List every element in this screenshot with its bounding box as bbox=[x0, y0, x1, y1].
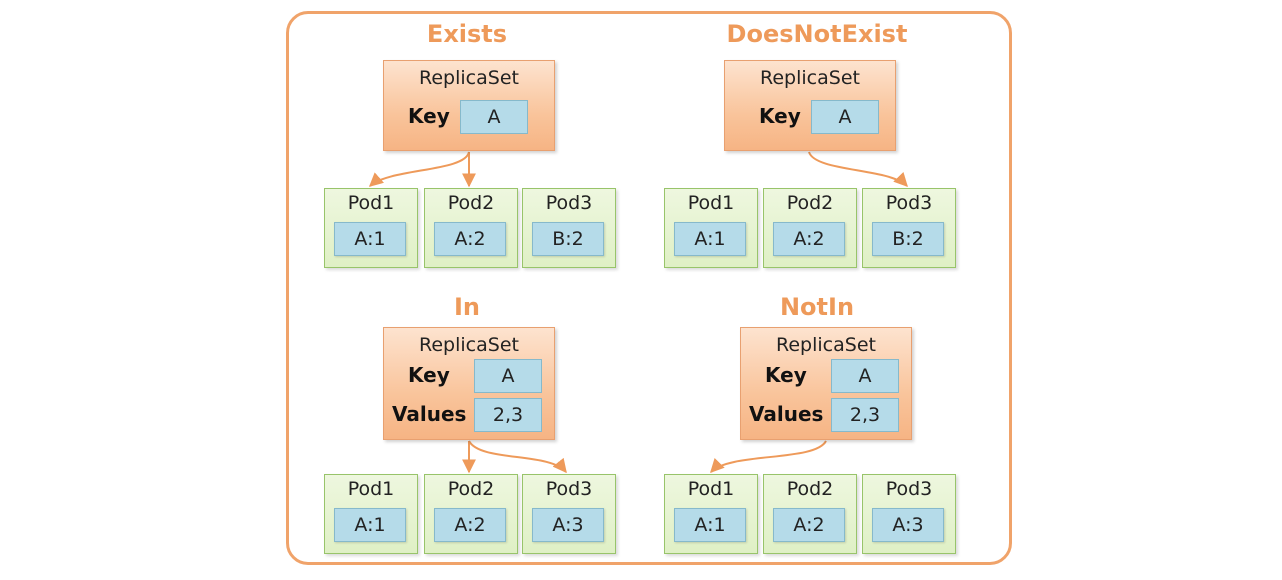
doesnotexist-pod1: Pod1 A:1 bbox=[664, 188, 758, 268]
pod-name: Pod1 bbox=[687, 192, 735, 214]
notin-title: NotIn bbox=[779, 293, 855, 321]
exists-pod2: Pod2 A:2 bbox=[424, 188, 518, 268]
pod-name: Pod2 bbox=[447, 478, 495, 500]
pod-name: Pod1 bbox=[687, 478, 735, 500]
key-value: A bbox=[831, 359, 899, 393]
pod-label: A:2 bbox=[773, 222, 845, 256]
pod-name: Pod3 bbox=[885, 192, 933, 214]
notin-replicaset: ReplicaSet Key A Values 2,3 bbox=[740, 327, 912, 440]
key-value: A bbox=[474, 359, 542, 393]
doesnotexist-pod2: Pod2 A:2 bbox=[763, 188, 857, 268]
pod-label: A:3 bbox=[872, 508, 944, 542]
arrow-in-pod3 bbox=[468, 440, 567, 474]
replicaset-label: ReplicaSet bbox=[419, 67, 519, 89]
notin-pod2: Pod2 A:2 bbox=[763, 474, 857, 554]
pod-label: A:2 bbox=[773, 508, 845, 542]
pod-name: Pod3 bbox=[885, 478, 933, 500]
values-value: 2,3 bbox=[474, 398, 542, 432]
exists-title: Exists bbox=[426, 20, 508, 48]
pod-name: Pod3 bbox=[545, 478, 593, 500]
exists-pod1: Pod1 A:1 bbox=[324, 188, 418, 268]
key-value: A bbox=[811, 100, 879, 134]
arrow-notin-pod1 bbox=[710, 440, 827, 474]
in-pod3: Pod3 A:3 bbox=[522, 474, 616, 554]
pod-label: A:1 bbox=[674, 222, 746, 256]
pod-name: Pod3 bbox=[545, 192, 593, 214]
key-label: Key bbox=[408, 363, 450, 387]
pod-name: Pod2 bbox=[786, 192, 834, 214]
doesnotexist-replicaset: ReplicaSet Key A bbox=[724, 60, 896, 151]
in-pod2: Pod2 A:2 bbox=[424, 474, 518, 554]
pod-label: B:2 bbox=[532, 222, 604, 256]
in-title: In bbox=[453, 293, 480, 321]
pod-label: B:2 bbox=[872, 222, 944, 256]
exists-replicaset: ReplicaSet Key A bbox=[383, 60, 555, 151]
pod-name: Pod2 bbox=[447, 192, 495, 214]
key-value: A bbox=[460, 100, 528, 134]
pod-name: Pod1 bbox=[347, 478, 395, 500]
pod-label: A:2 bbox=[434, 222, 506, 256]
pod-label: A:1 bbox=[334, 508, 406, 542]
in-replicaset: ReplicaSet Key A Values 2,3 bbox=[383, 327, 555, 440]
diagram-frame bbox=[286, 11, 1012, 565]
values-value: 2,3 bbox=[831, 398, 899, 432]
pod-label: A:3 bbox=[532, 508, 604, 542]
pod-label: A:1 bbox=[334, 222, 406, 256]
key-label: Key bbox=[759, 104, 801, 128]
values-label: Values bbox=[392, 402, 467, 426]
pod-label: A:1 bbox=[674, 508, 746, 542]
exists-pod3: Pod3 B:2 bbox=[522, 188, 616, 268]
pod-name: Pod1 bbox=[347, 192, 395, 214]
values-label: Values bbox=[749, 402, 824, 426]
arrow-doesnotexist-pod3 bbox=[808, 151, 908, 188]
key-label: Key bbox=[408, 104, 450, 128]
notin-pod1: Pod1 A:1 bbox=[664, 474, 758, 554]
doesnotexist-pod3: Pod3 B:2 bbox=[862, 188, 956, 268]
replicaset-label: ReplicaSet bbox=[760, 67, 860, 89]
pod-name: Pod2 bbox=[786, 478, 834, 500]
key-label: Key bbox=[765, 363, 807, 387]
replicaset-label: ReplicaSet bbox=[776, 334, 876, 356]
pod-label: A:2 bbox=[434, 508, 506, 542]
notin-pod3: Pod3 A:3 bbox=[862, 474, 956, 554]
in-pod1: Pod1 A:1 bbox=[324, 474, 418, 554]
doesnotexist-title: DoesNotExist bbox=[726, 20, 908, 48]
arrow-exists-pod1 bbox=[368, 151, 470, 187]
replicaset-label: ReplicaSet bbox=[419, 334, 519, 356]
